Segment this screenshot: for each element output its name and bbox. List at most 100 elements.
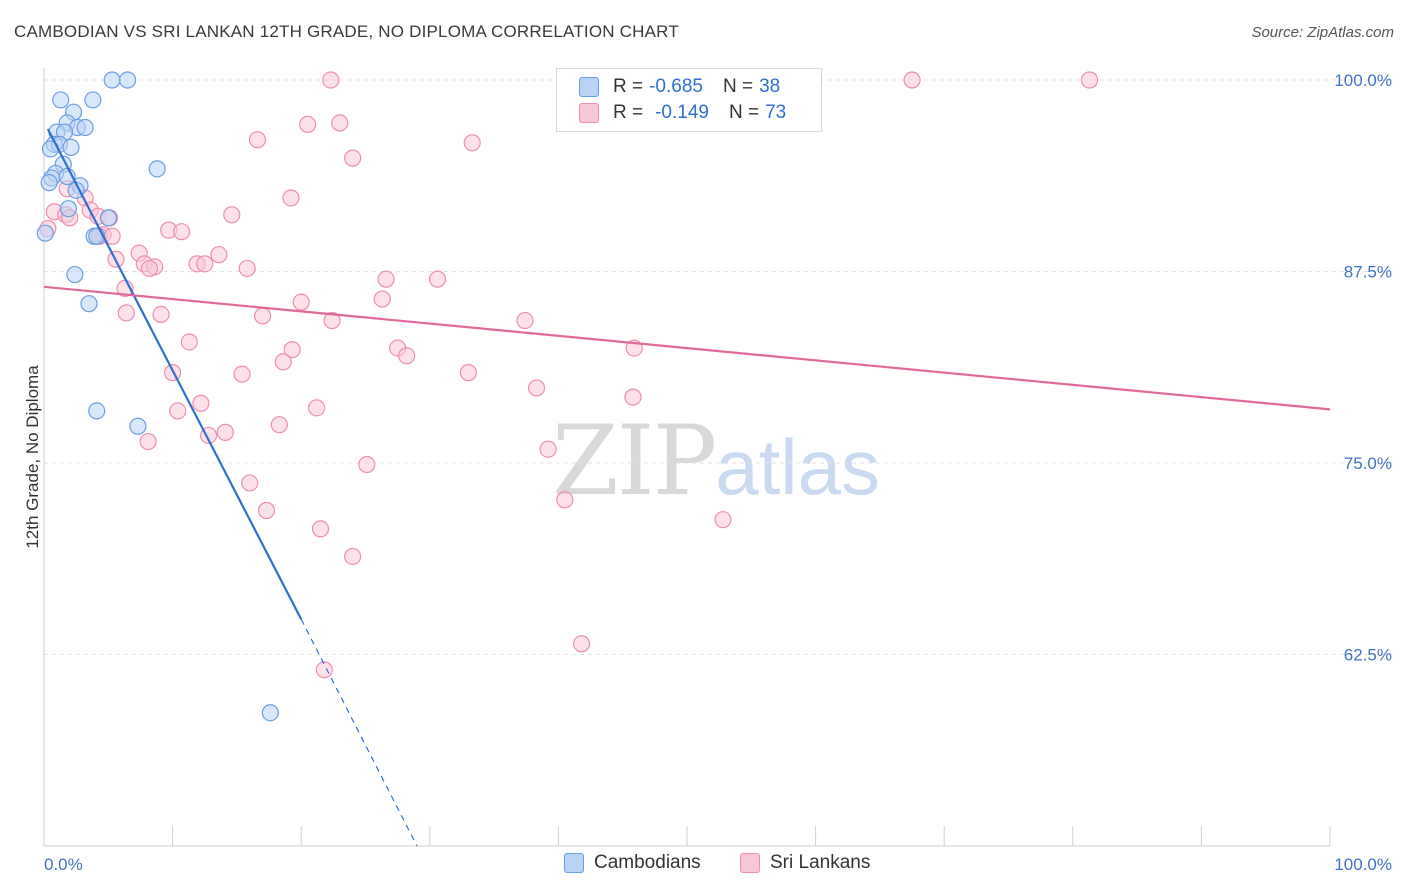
data-point: [66, 265, 84, 284]
data-point: [527, 379, 546, 397]
data-point: [139, 432, 157, 451]
data-point: [238, 259, 256, 278]
data-point: [377, 270, 395, 288]
data-point: [84, 91, 102, 109]
legend-r-label: R =: [613, 76, 644, 97]
watermark: ZIPatlas: [552, 405, 880, 517]
data-point: [344, 149, 362, 167]
stats-legend: R = -0.685 N = 38 R = -0.149 N = 73: [556, 68, 822, 132]
y-tick-label: 100.0%: [1334, 71, 1392, 90]
data-point: [257, 501, 276, 520]
y-tick-labels: 62.5% 75.0% 87.5% 100.0%: [1334, 71, 1392, 665]
sri-lankans-points: [39, 71, 1099, 679]
x-tick-label-min: 0.0%: [44, 855, 83, 874]
axes: [43, 68, 1330, 847]
data-point: [311, 520, 330, 538]
data-point: [80, 295, 98, 313]
data-point: [308, 399, 326, 417]
data-point: [40, 174, 58, 192]
legend-r-value: -0.149: [655, 102, 709, 123]
data-point: [99, 209, 117, 227]
legend-n-value: 38: [759, 76, 781, 97]
data-point: [180, 333, 198, 351]
legend-row-cambodians: R = -0.685 N = 38: [579, 75, 786, 99]
data-point: [398, 347, 416, 365]
data-point: [192, 394, 210, 412]
data-point: [299, 115, 317, 134]
data-point: [344, 547, 362, 566]
data-point: [196, 255, 214, 273]
watermark-atlas: atlas: [715, 423, 880, 511]
data-point: [556, 491, 574, 509]
data-point: [76, 118, 94, 137]
data-point: [62, 138, 80, 157]
sri-lankans-swatch: [740, 853, 760, 873]
data-point: [59, 200, 78, 218]
y-tick-label: 75.0%: [1344, 454, 1392, 473]
data-point: [52, 91, 70, 109]
data-point: [624, 388, 642, 406]
data-point: [373, 290, 391, 308]
data-point: [331, 114, 349, 132]
data-point: [36, 224, 54, 242]
data-point: [516, 311, 534, 330]
legend-n-label: N =: [728, 102, 760, 123]
data-point: [572, 635, 591, 653]
data-point: [282, 189, 300, 207]
data-point: [117, 304, 135, 322]
data-point: [169, 402, 187, 420]
cambodians-points: [36, 71, 279, 722]
cambodians-trend-extension: [300, 618, 418, 847]
cambodians-swatch: [579, 77, 599, 97]
data-point: [358, 455, 376, 474]
cambodians-swatch: [564, 853, 584, 873]
chart-title: CAMBODIAN VS SRI LANKAN 12TH GRADE, NO D…: [14, 22, 679, 41]
data-point: [152, 305, 170, 323]
data-point: [463, 134, 481, 152]
y-axis-title: 12th Grade, No Diploma: [23, 365, 42, 549]
data-point: [241, 474, 259, 492]
series-legend: Cambodians Sri Lankans: [0, 852, 1406, 878]
data-point: [216, 423, 234, 441]
legend-r-value: -0.685: [649, 76, 703, 97]
legend-row-sri-lankans: R = -0.149 N = 73: [579, 101, 792, 125]
sri-lankans-swatch: [579, 103, 599, 123]
data-point: [261, 704, 279, 722]
x-ticks: [43, 826, 1331, 846]
data-point: [323, 311, 341, 330]
data-point: [1080, 71, 1099, 89]
legend-r-label: R =: [613, 102, 644, 123]
cambodians-trend-line: [46, 128, 303, 620]
data-point: [140, 259, 159, 278]
legend-label: Cambodians: [594, 852, 701, 873]
legend-n-value: 73: [765, 102, 787, 123]
data-point: [459, 364, 477, 382]
data-point: [88, 402, 106, 420]
trend-lines: [43, 128, 1331, 847]
data-point: [103, 71, 121, 89]
data-point: [210, 246, 228, 264]
data-point: [118, 71, 137, 89]
data-point: [270, 416, 288, 434]
y-tick-label: 87.5%: [1344, 263, 1392, 282]
data-point: [903, 71, 921, 89]
sri-lankans-trend-line: [43, 285, 1331, 411]
data-point: [315, 661, 333, 679]
legend-label: Sri Lankans: [770, 852, 871, 873]
watermark-zip: ZIP: [552, 405, 717, 517]
legend-item-sri-lankans[interactable]: Sri Lankans: [740, 852, 870, 874]
data-point: [539, 440, 557, 458]
data-point: [274, 353, 292, 371]
data-point: [148, 160, 166, 178]
data-point: [714, 511, 732, 529]
data-point: [254, 307, 272, 325]
data-point: [233, 365, 251, 383]
data-point: [223, 206, 241, 224]
y-tick-label: 62.5%: [1344, 646, 1392, 665]
legend-n-label: N =: [722, 76, 754, 97]
data-point: [173, 223, 191, 241]
x-tick-label-max: 100.0%: [1334, 855, 1392, 874]
legend-item-cambodians[interactable]: Cambodians: [564, 852, 701, 874]
data-point: [283, 341, 301, 359]
